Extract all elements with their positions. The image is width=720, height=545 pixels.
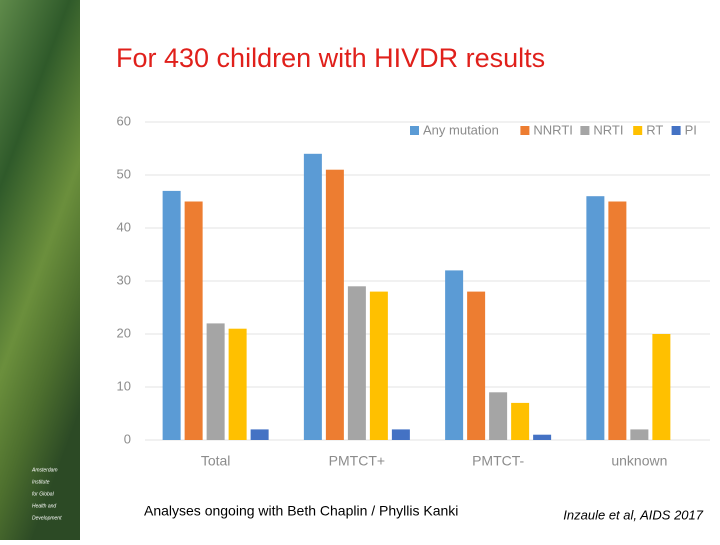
bar [533,434,552,440]
y-tick-label: 10 [117,378,131,393]
x-tick-label: PMTCT- [472,453,524,469]
logo-line: for Global [32,491,55,497]
bar [630,429,649,440]
legend-swatch [580,126,590,135]
bar [325,169,344,440]
y-tick-label: 30 [117,272,131,287]
footer-left: Analyses ongoing with Beth Chaplin / Phy… [144,503,458,519]
logo: Amsterdam Institute for Global Health and De… [31,467,62,521]
x-tick-label: Total [201,453,231,469]
y-tick-label: 0 [124,431,131,446]
bar [184,201,203,440]
bar [347,286,366,440]
y-tick-label: 20 [117,325,131,340]
legend-swatch [410,126,419,135]
bar [445,270,464,440]
bar [206,323,225,440]
y-tick-label: 60 [117,113,131,128]
bar [608,201,627,440]
bar [586,196,605,440]
bar [228,328,247,440]
logo-line: Development [32,515,62,521]
bar [369,291,388,440]
x-tick-label: PMTCT+ [329,453,385,469]
logo-line: Amsterdam [31,467,58,473]
logo-line: Institute [32,479,50,485]
legend-label: NNRTI [533,122,572,137]
bar [489,392,508,440]
y-tick-label: 50 [117,166,131,181]
y-tick-label: 40 [117,219,131,234]
legend-swatch [671,126,681,135]
bar [162,190,181,440]
bar [652,334,671,440]
legend-swatch [520,126,530,135]
x-tick-label: unknown [611,453,667,469]
legend-label: PI [685,122,697,137]
legend-label: Any mutation [423,122,499,137]
bar [391,429,410,440]
legend-label: RT [646,122,663,137]
bar [303,153,322,441]
bar [511,402,530,440]
slide-title: For 430 children with HIVDR results [116,43,545,73]
legend-label: NRTI [593,122,623,137]
footer-right: Inzaule et al, AIDS 2017 [563,507,703,522]
side-photo [0,0,80,540]
legend-swatch [633,126,643,135]
bar [250,429,269,440]
logo-line: Health and [32,503,56,509]
bar [467,291,486,440]
